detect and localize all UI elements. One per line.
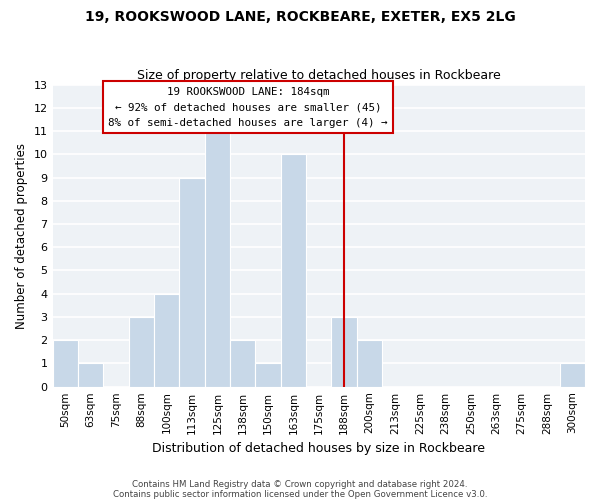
Bar: [230, 340, 256, 386]
Bar: [128, 317, 154, 386]
Y-axis label: Number of detached properties: Number of detached properties: [15, 142, 28, 328]
Bar: [179, 178, 205, 386]
Bar: [205, 131, 230, 386]
Title: Size of property relative to detached houses in Rockbeare: Size of property relative to detached ho…: [137, 69, 500, 82]
Bar: [357, 340, 382, 386]
Text: Contains public sector information licensed under the Open Government Licence v3: Contains public sector information licen…: [113, 490, 487, 499]
Bar: [53, 340, 78, 386]
Bar: [281, 154, 306, 386]
Bar: [331, 317, 357, 386]
Bar: [256, 364, 281, 386]
Text: Contains HM Land Registry data © Crown copyright and database right 2024.: Contains HM Land Registry data © Crown c…: [132, 480, 468, 489]
Text: 19, ROOKSWOOD LANE, ROCKBEARE, EXETER, EX5 2LG: 19, ROOKSWOOD LANE, ROCKBEARE, EXETER, E…: [85, 10, 515, 24]
X-axis label: Distribution of detached houses by size in Rockbeare: Distribution of detached houses by size …: [152, 442, 485, 455]
Bar: [78, 364, 103, 386]
Bar: [154, 294, 179, 386]
Text: 19 ROOKSWOOD LANE: 184sqm
← 92% of detached houses are smaller (45)
8% of semi-d: 19 ROOKSWOOD LANE: 184sqm ← 92% of detac…: [108, 87, 388, 128]
Bar: [560, 364, 585, 386]
